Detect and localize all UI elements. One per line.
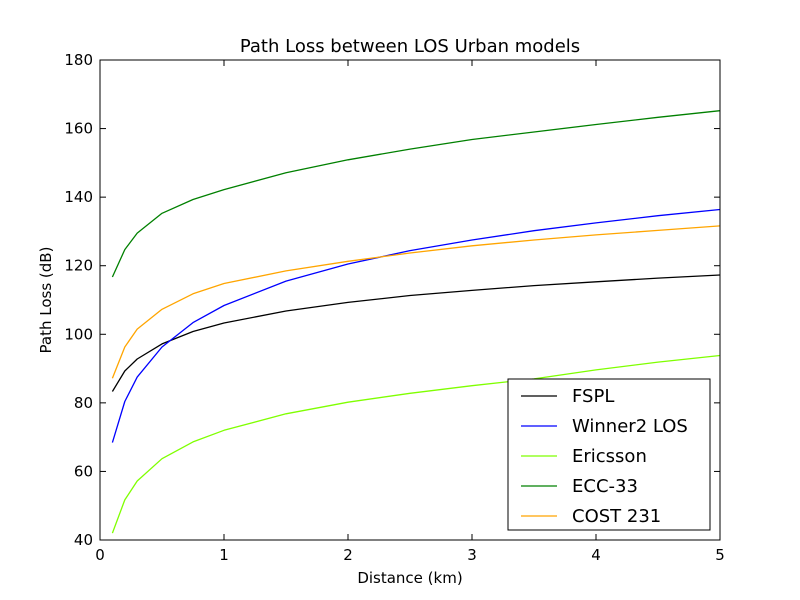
y-tick-label: 180: [64, 51, 93, 69]
y-axis-label: Path Loss (dB): [37, 247, 55, 354]
plot-frame: [99, 59, 721, 541]
legend-label: Ericsson: [572, 446, 647, 467]
legend-label: Winner2 LOS: [572, 416, 688, 437]
x-tick-label: 4: [591, 546, 601, 564]
legend-box: [507, 378, 711, 531]
y-axis-ticks: 40 60 80 100 120 140 160 180: [64, 51, 720, 549]
y-tick-label: 100: [64, 325, 93, 343]
y-tick-label: 120: [64, 257, 93, 275]
y-tick-label: 40: [74, 531, 93, 549]
x-tick-label: 2: [343, 546, 353, 564]
y-tick-label: 160: [64, 120, 93, 138]
legend-label: COST 231: [572, 506, 661, 527]
x-axis-ticks: 0 1 2 3 4 5: [95, 60, 725, 564]
legend-label: FSPL: [572, 386, 614, 407]
plot-lines: [111, 110, 721, 534]
x-axis-label: Distance (km): [357, 569, 462, 587]
x-tick-label: 5: [715, 546, 725, 564]
series-line-4: [111, 225, 721, 379]
series-line-3: [111, 110, 721, 278]
series-line-0: [111, 274, 721, 392]
y-tick-label: 60: [74, 462, 93, 480]
legend-label: ECC-33: [572, 476, 638, 497]
series-line-2: [111, 354, 721, 534]
y-tick-label: 140: [64, 188, 93, 206]
legend: FSPL Winner2 LOS Ericsson ECC-33 COST 231: [507, 378, 711, 531]
x-tick-label: 0: [95, 546, 105, 564]
series-line-1: [111, 208, 721, 443]
x-tick-label: 1: [219, 546, 229, 564]
y-tick-label: 80: [74, 394, 93, 412]
x-tick-label: 3: [467, 546, 477, 564]
chart-title: Path Loss between LOS Urban models: [240, 36, 580, 57]
